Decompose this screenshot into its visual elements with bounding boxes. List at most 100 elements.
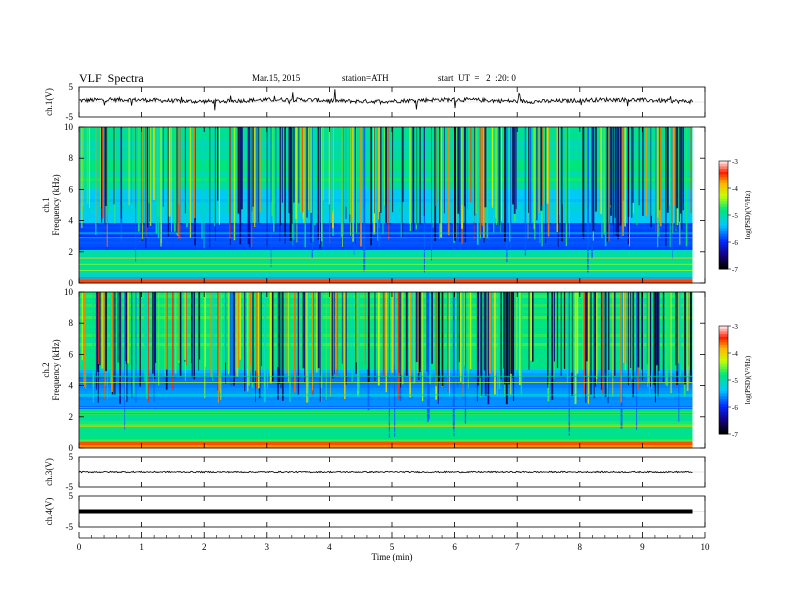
spectrogram-streak xyxy=(410,292,412,383)
spectrogram-streak xyxy=(413,127,415,232)
spectrogram-streak xyxy=(657,127,660,218)
spectrogram-streak xyxy=(261,292,262,367)
spectrogram-streak xyxy=(319,127,320,245)
spectrogram-streak xyxy=(632,127,634,203)
spectrogram-streak xyxy=(259,127,261,213)
spectrogram-streak xyxy=(677,127,679,205)
colorbar-cell xyxy=(719,355,728,359)
spectrogram-streak xyxy=(484,127,487,208)
colorbar-cell xyxy=(719,233,728,238)
spectrogram-streak xyxy=(353,127,355,255)
spectrogram-streak xyxy=(476,292,478,402)
spectrogram-streak xyxy=(483,127,485,238)
spectrogram-streak xyxy=(263,292,266,403)
x-tick-label: 1 xyxy=(139,542,144,552)
spectrogram-streak xyxy=(690,127,692,213)
chart-title: VLF Spectra xyxy=(79,71,144,85)
spectrogram-streak xyxy=(624,127,626,227)
spectrogram-band xyxy=(79,259,693,263)
spectrogram-streak xyxy=(474,127,476,216)
spectrogram-streak xyxy=(106,292,108,400)
spectrogram-streak xyxy=(665,127,667,246)
spectrogram-streak xyxy=(348,292,351,369)
spectrogram-streak xyxy=(229,127,231,239)
spectrogram-band xyxy=(79,271,693,275)
spectrogram-streak xyxy=(273,127,275,232)
colorbar-cell xyxy=(719,390,728,394)
spectrogram-streak xyxy=(587,127,589,273)
spectrogram-streak xyxy=(620,127,623,239)
spectrogram-streak xyxy=(352,127,354,242)
spectrogram-streak xyxy=(95,127,97,227)
spectrogram-streak xyxy=(308,127,309,210)
spectrogram-streak xyxy=(322,127,324,201)
spectrogram-streak xyxy=(379,127,382,213)
start-time-label: start UT = 2 :20: 0 xyxy=(438,73,516,83)
spectrogram-streak xyxy=(385,127,388,223)
spectrogram-streak xyxy=(576,292,579,374)
spectrogram-streak xyxy=(529,127,532,224)
spectrogram-streak xyxy=(497,292,498,397)
spectrogram-streak xyxy=(480,292,483,396)
spectrogram-streak xyxy=(500,127,502,234)
spectrogram-streak xyxy=(382,127,384,235)
spectrogram-streak xyxy=(178,127,180,205)
spectrogram-streak xyxy=(617,127,619,240)
spectrogram-streak xyxy=(102,292,105,372)
spectrogram-streak xyxy=(367,292,370,383)
spectrogram-streak xyxy=(373,127,376,235)
spectrogram-streak xyxy=(230,292,232,386)
spectrogram-streak xyxy=(686,292,689,391)
spectrogram-streak xyxy=(650,127,652,216)
spectrogram-streak xyxy=(316,292,318,373)
spectrogram-streak xyxy=(666,292,669,387)
spectrogram-streak xyxy=(252,292,254,383)
spectrogram-streak xyxy=(524,127,527,256)
spectrogram-streak xyxy=(690,292,691,375)
spectrogram-streak xyxy=(388,127,390,241)
spectrogram-streak xyxy=(160,127,162,247)
y-axis-label: ch.4(V) xyxy=(44,498,54,526)
spectrogram-streak xyxy=(341,292,343,364)
spectrogram-streak xyxy=(203,127,205,249)
spectrogram-streak xyxy=(304,127,306,248)
spectrogram-streak xyxy=(568,292,570,436)
colorbar-cell xyxy=(719,171,728,175)
spectrogram-streak xyxy=(218,292,220,392)
spectrogram-streak xyxy=(489,292,491,374)
spectrogram-streak xyxy=(655,292,658,366)
spectrogram-streak xyxy=(582,292,584,370)
spectrogram-streak xyxy=(670,292,672,394)
y-tick-label: -5 xyxy=(66,482,74,492)
spectrogram-streak xyxy=(213,127,216,227)
spectrogram-streak xyxy=(586,127,588,208)
colorbar-cell xyxy=(719,344,728,349)
spectrogram-streak xyxy=(377,127,379,241)
spectrogram-streak xyxy=(145,127,147,237)
spectrogram-streak xyxy=(127,292,130,364)
spectrogram-streak xyxy=(608,127,610,242)
spectrogram-streak xyxy=(355,292,357,363)
colorbar-tick-label: -3 xyxy=(732,323,738,331)
spectrogram-streak xyxy=(462,292,464,384)
spectrogram-streak xyxy=(336,292,339,378)
spectrogram-band xyxy=(79,241,693,245)
spectrogram-streak xyxy=(174,292,177,374)
colorbar-cell xyxy=(719,363,728,367)
colorbar-cell xyxy=(719,255,728,259)
spectrogram-streak xyxy=(345,292,347,385)
spectrogram-streak xyxy=(317,127,320,240)
spectrogram-streak xyxy=(653,127,655,223)
spectrogram-band xyxy=(79,433,693,437)
colorbar-cell xyxy=(719,198,728,202)
spectrogram-streak xyxy=(636,127,638,226)
spectrogram-streak xyxy=(684,292,686,385)
spectrogram-streak xyxy=(228,292,230,373)
spectrogram-streak xyxy=(682,127,684,211)
spectrogram-streak xyxy=(676,127,679,209)
y-tick-label: 2 xyxy=(69,247,74,257)
spectrogram-streak xyxy=(547,292,549,385)
spectrogram-streak xyxy=(504,292,506,385)
spectrogram-streak xyxy=(435,127,437,207)
